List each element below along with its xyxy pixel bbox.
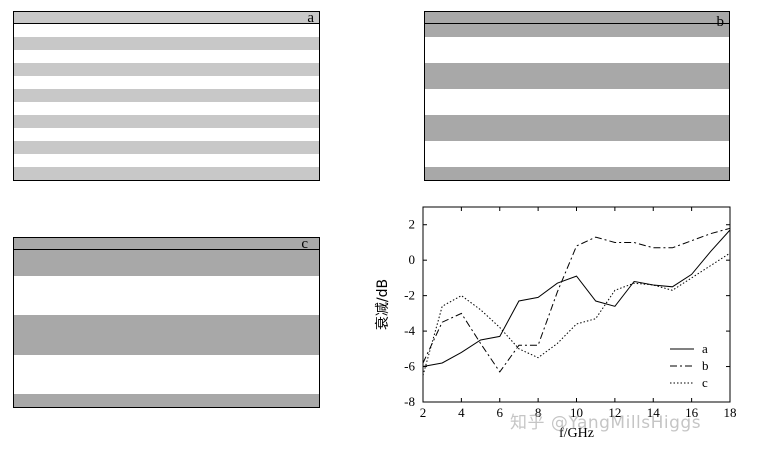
stripe-band — [13, 50, 320, 64]
y-tick-label: 0 — [409, 252, 416, 267]
y-tick-label: -4 — [404, 323, 415, 338]
stripe-band — [13, 315, 320, 330]
x-tick-label: 8 — [535, 405, 542, 420]
stripe-panel-c: c — [13, 236, 320, 408]
x-tick-label: 6 — [497, 405, 504, 420]
stripe-band — [13, 250, 320, 265]
x-tick-label: 14 — [647, 405, 661, 420]
stripe-band — [424, 63, 730, 77]
stripe-band — [13, 89, 320, 103]
y-tick-label: 2 — [409, 217, 416, 232]
stripe-band — [13, 341, 320, 356]
x-tick-label: 12 — [608, 405, 621, 420]
stripe-band — [424, 11, 730, 24]
stripe-band — [13, 115, 320, 129]
legend-label-c: c — [702, 375, 708, 390]
stripe-band — [424, 128, 730, 142]
stripe-band — [13, 11, 320, 24]
stripe-band — [13, 167, 320, 181]
y-tick-label: -2 — [404, 288, 415, 303]
stripe-band — [13, 102, 320, 116]
stripe-panel-a: a — [13, 10, 320, 181]
stripe-band — [424, 115, 730, 129]
y-axis-label: 衰减/dB — [374, 279, 391, 330]
x-tick-label: 16 — [685, 405, 699, 420]
stripe-band — [424, 89, 730, 103]
stripe-band — [13, 354, 320, 369]
legend-label-b: b — [702, 358, 709, 373]
stripe-band — [13, 141, 320, 155]
stripe-band — [424, 24, 730, 38]
x-tick-label: 10 — [570, 405, 583, 420]
x-axis-label: f/GHz — [559, 426, 594, 441]
stripe-band — [13, 367, 320, 382]
stripe-band — [424, 167, 730, 181]
stripe-band — [13, 24, 320, 38]
stripe-band — [13, 128, 320, 142]
stripe-band — [13, 37, 320, 51]
panel-label-a: a — [307, 10, 314, 26]
stripe-band — [13, 76, 320, 90]
stripe-band — [13, 380, 320, 395]
y-tick-label: -8 — [404, 394, 415, 409]
stripe-band — [424, 141, 730, 155]
series-line-c — [422, 252, 731, 376]
stripe-band — [13, 263, 320, 278]
stripe-band — [13, 276, 320, 291]
stripe-band — [13, 393, 320, 408]
stripe-band — [13, 237, 320, 251]
panel-label-b: b — [716, 14, 725, 30]
stripe-band — [424, 154, 730, 168]
plot-frame — [422, 206, 731, 403]
stripe-band — [13, 154, 320, 168]
stripe-band — [13, 289, 320, 304]
stripe-band — [424, 76, 730, 90]
stripe-band — [13, 328, 320, 343]
x-tick-label: 2 — [420, 405, 427, 420]
stripe-band — [13, 302, 320, 317]
x-tick-label: 4 — [458, 405, 465, 420]
legend-label-a: a — [702, 341, 708, 356]
y-tick-label: -6 — [404, 359, 415, 374]
stripe-band — [424, 50, 730, 64]
stripe-band — [424, 37, 730, 51]
series-line-a — [422, 229, 731, 367]
panel-label-c: c — [301, 236, 308, 252]
attenuation-chart: 2 4 6 8 10 12 14 16 18 -8 -6 -4 -2 0 2 f/GHz 衰减/dB abc — [374, 206, 737, 441]
x-tick-label: 18 — [724, 405, 737, 420]
watermark-text: 知乎 @YangMillsHiggs — [510, 413, 702, 433]
stripe-panel-b: b — [424, 11, 730, 181]
stripe-band — [13, 63, 320, 77]
stripe-band — [424, 102, 730, 116]
series-line-b — [422, 227, 731, 373]
